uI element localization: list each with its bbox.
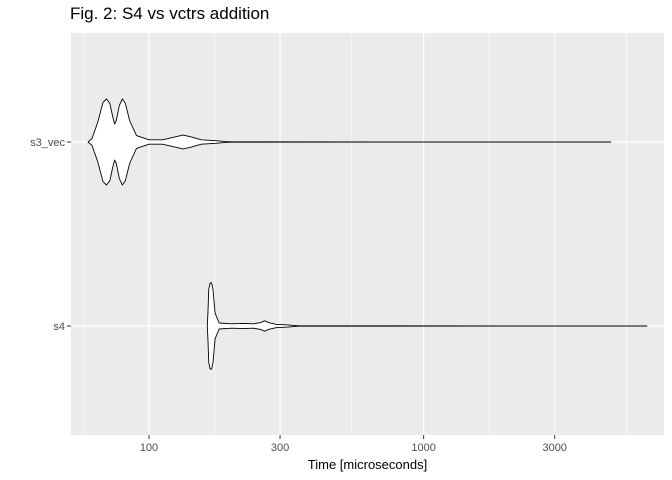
plot-panel (71, 33, 664, 435)
x-tick-label: 1000 (411, 442, 435, 454)
violin-s4 (206, 282, 648, 370)
x-tick-label: 3000 (542, 442, 566, 454)
x-tick-label: 100 (140, 442, 158, 454)
y-tick-label: s3_vec (30, 137, 65, 149)
x-tick-label: 300 (271, 442, 289, 454)
violin-s3-vec (87, 98, 612, 186)
x-axis-title: Time [microseconds] (308, 457, 427, 472)
y-tick-label: s4 (53, 321, 65, 333)
chart-title: Fig. 2: S4 vs vctrs addition (70, 4, 270, 23)
